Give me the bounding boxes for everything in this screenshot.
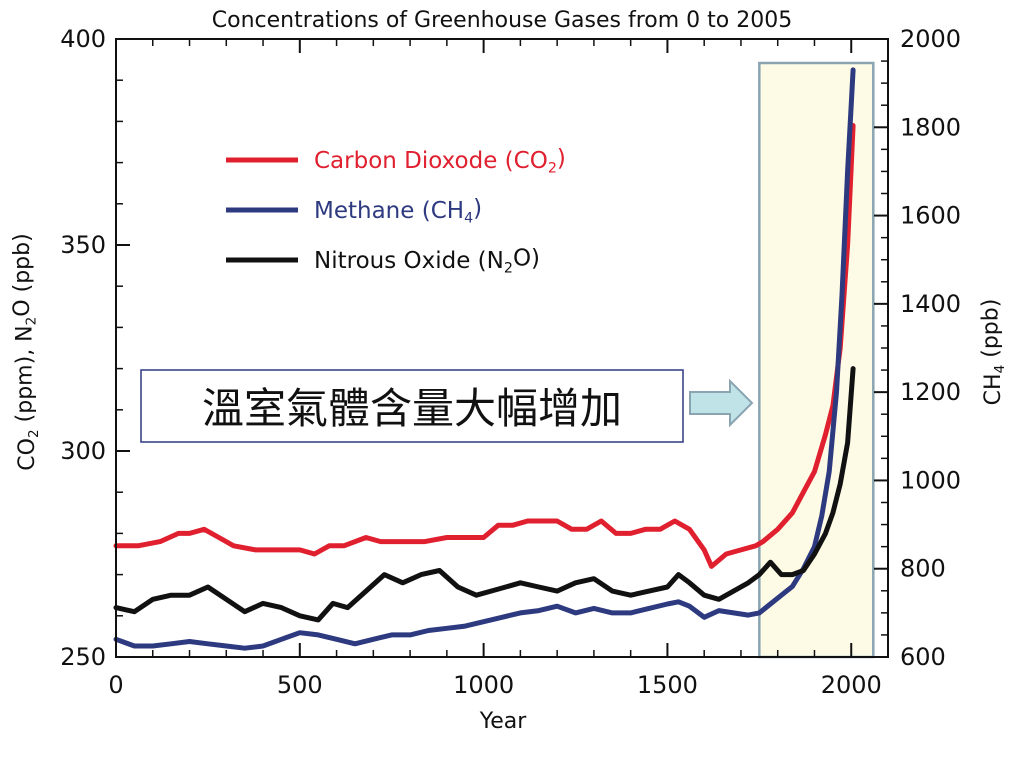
- legend-label-co2: Carbon Dioxode (CO2): [314, 145, 566, 176]
- ticks-layer: 0 500 1000 1500 2000 250 300 350 400 600 800 1000 12…: [60, 25, 961, 699]
- series-layer: [113, 67, 856, 651]
- y-right-tick-label: 800: [900, 555, 946, 583]
- annotation-text: 溫室氣體含量大幅增加: [202, 384, 622, 433]
- series-line-n2o: [113, 366, 856, 623]
- y-axis-label-left: CO2 (ppm), N2O (ppb): [10, 233, 42, 470]
- series-line-co2: [113, 123, 856, 569]
- legend-label-ch4: Methane (CH4): [314, 195, 482, 226]
- annotation-arrow: [689, 378, 754, 428]
- y-left-tick-label: 350: [60, 231, 106, 259]
- chart-title: Concentrations of Greenhouse Gases from …: [212, 8, 792, 33]
- y-right-tick-label: 1200: [900, 378, 961, 406]
- x-tick-label: 0: [108, 671, 123, 699]
- y-right-tick-label: 1400: [900, 290, 961, 318]
- legend: Carbon Dioxode (CO2) Methane (CH4) Nitrous…: [226, 145, 566, 276]
- y-axis-label-right: CH4 (ppb): [978, 299, 1008, 406]
- x-tick-label: 1500: [637, 671, 698, 699]
- y-right-tick-label: 1600: [900, 202, 961, 230]
- x-tick-label: 2000: [821, 671, 882, 699]
- x-tick-label: 1000: [453, 671, 514, 699]
- legend-label-n2o: Nitrous Oxide (N2O): [314, 245, 540, 276]
- y-right-tick-label: 2000: [900, 25, 961, 53]
- y-left-tick-label: 400: [60, 25, 106, 53]
- y-left-tick-label: 250: [60, 643, 106, 671]
- annotation: 溫室氣體含量大幅增加: [140, 369, 754, 443]
- x-tick-label: 500: [277, 671, 323, 699]
- y-right-tick-label: 1000: [900, 466, 961, 494]
- annotation-box: [140, 369, 684, 443]
- y-left-tick-label: 300: [60, 437, 106, 465]
- highlight-region: [758, 61, 875, 659]
- y-right-tick-label: 1800: [900, 113, 961, 141]
- x-axis-label: Year: [479, 709, 528, 734]
- y-right-tick-label: 600: [900, 643, 946, 671]
